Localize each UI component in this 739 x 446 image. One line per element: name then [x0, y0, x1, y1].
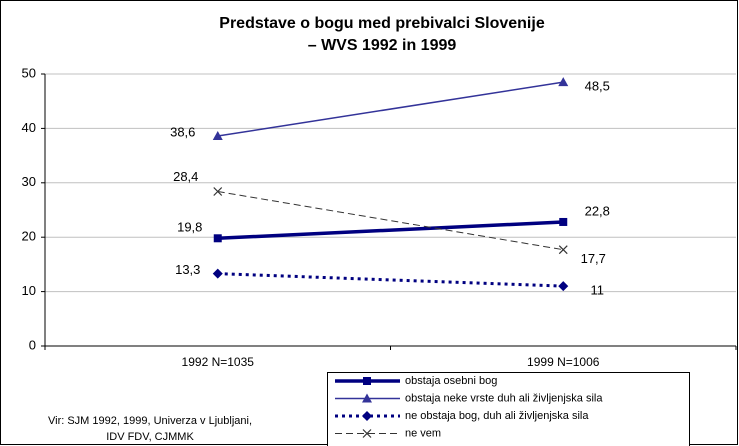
- point: [362, 411, 372, 421]
- legend-label: obstaja neke vrste duh ali življenjska s…: [405, 392, 603, 404]
- data-label: 22,8: [585, 203, 610, 218]
- point: [559, 217, 568, 226]
- point: [558, 245, 568, 255]
- y-tick-label: 30: [22, 174, 36, 189]
- source-note: IDV FDV, CJMMK: [106, 431, 194, 443]
- chart-title: – WVS 1992 in 1999: [308, 37, 457, 54]
- y-tick-label: 0: [29, 337, 36, 352]
- point: [212, 268, 223, 279]
- series-line: [217, 272, 564, 288]
- x-tick-label: 1992 N=1035: [182, 355, 255, 369]
- y-tick-label: 10: [22, 283, 36, 298]
- series-line: [217, 220, 564, 241]
- series-line: [217, 191, 564, 251]
- legend-label: ne vem: [405, 427, 441, 439]
- point: [362, 429, 372, 438]
- series-line: [217, 81, 564, 137]
- chart-title: Predstave o bogu med prebivalci Slovenij…: [219, 15, 545, 32]
- point: [558, 281, 569, 292]
- data-label: 13,3: [175, 262, 200, 277]
- legend-label: obstaja osebni bog: [405, 375, 497, 387]
- data-label: 19,8: [177, 220, 202, 235]
- data-label: 28,4: [173, 169, 198, 184]
- legend-box: [327, 372, 690, 446]
- point: [362, 393, 372, 403]
- legend-label: ne obstaja bog, duh ali življenjska sila: [405, 410, 589, 422]
- point: [213, 234, 222, 243]
- point: [213, 187, 223, 196]
- y-tick-label: 40: [22, 120, 36, 135]
- y-tick-label: 20: [22, 229, 36, 244]
- point: [558, 77, 569, 87]
- y-tick-label: 50: [22, 65, 36, 80]
- data-label: 11: [591, 283, 605, 298]
- data-label: 48,5: [585, 79, 610, 94]
- source-note: Vir: SJM 1992, 1999, Univerza v Ljubljan…: [48, 415, 252, 427]
- data-label: 17,7: [581, 251, 606, 266]
- point: [363, 377, 371, 385]
- point: [212, 131, 223, 141]
- data-label: 38,6: [170, 124, 195, 139]
- x-tick-label: 1999 N=1006: [527, 355, 600, 369]
